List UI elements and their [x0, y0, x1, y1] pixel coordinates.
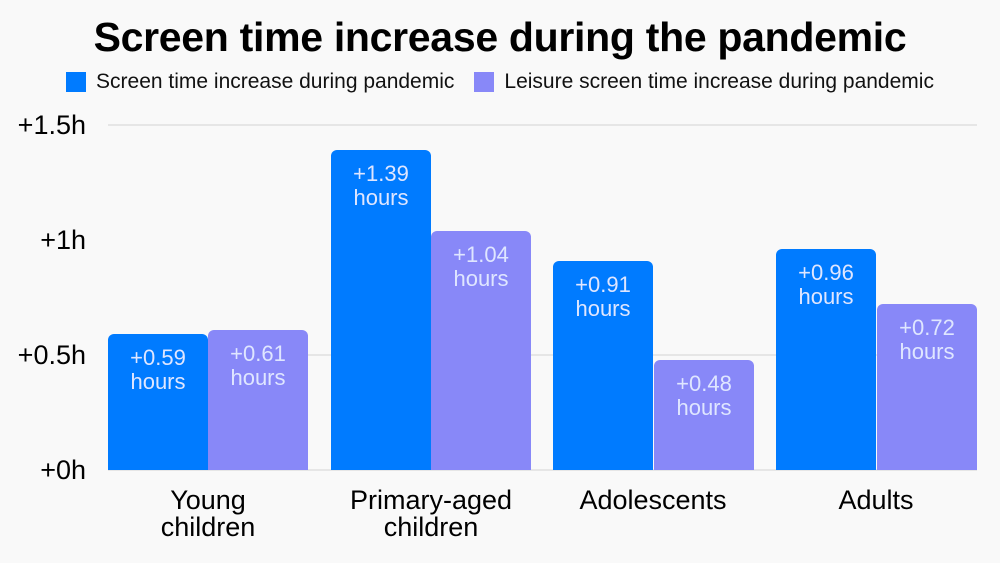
- bar-value: +0.96: [798, 260, 854, 285]
- bar-young-children-screen-time: +0.59 hours: [108, 334, 208, 470]
- legend-label: Leisure screen time increase during pand…: [504, 70, 934, 93]
- bar-unit: hours: [676, 395, 732, 420]
- bar-value: +0.61: [230, 341, 286, 366]
- y-tick: +1h: [40, 225, 86, 255]
- legend-swatch-blue: [66, 72, 87, 92]
- bar-primary-aged-leisure: +1.04 hours: [431, 231, 531, 470]
- x-label-adolescents: Adolescents: [543, 487, 763, 514]
- legend-swatch-purple: [474, 72, 495, 92]
- x-label-primary-aged-children: Primary-aged children: [321, 487, 541, 541]
- x-label-line: Primary-aged: [349, 485, 513, 515]
- bar-value: +0.59: [130, 345, 186, 370]
- y-tick: +0.5h: [17, 340, 86, 370]
- x-label-line: Adolescents: [579, 485, 727, 515]
- legend-item-leisure-screen-time: Leisure screen time increase during pand…: [474, 70, 934, 94]
- bar-value: +1.39: [353, 161, 409, 186]
- bar-adults-screen-time: +0.96 hours: [776, 249, 876, 470]
- bar-unit: hours: [130, 369, 186, 394]
- bar-value: +0.72: [899, 315, 955, 340]
- bar-value: +0.48: [676, 371, 732, 396]
- gridline-0.5h: [108, 354, 977, 356]
- y-tick: +1.5h: [17, 110, 86, 140]
- bar-adolescents-leisure: +0.48 hours: [654, 360, 754, 470]
- bar-adolescents-screen-time: +0.91 hours: [553, 261, 653, 470]
- bar-value: +1.04: [453, 242, 509, 267]
- bar-unit: hours: [575, 296, 631, 321]
- bar-unit: hours: [230, 365, 286, 390]
- chart-title: Screen time increase during the pandemic: [93, 14, 907, 60]
- gridline-1.5h: [108, 124, 977, 126]
- bar-unit: hours: [798, 284, 854, 309]
- bar-young-children-leisure: +0.61 hours: [208, 330, 308, 470]
- x-label-adults: Adults: [766, 487, 986, 514]
- legend-item-screen-time: Screen time increase during pandemic: [66, 70, 454, 94]
- baseline: [108, 469, 977, 471]
- bar-adults-leisure: +0.72 hours: [877, 304, 977, 470]
- x-label-line: Adults: [838, 485, 914, 515]
- bar-unit: hours: [453, 266, 509, 291]
- x-label-line: Young: [170, 485, 246, 515]
- y-tick: +0h: [40, 455, 86, 485]
- legend-label: Screen time increase during pandemic: [96, 70, 455, 93]
- bar-value: +0.91: [575, 272, 631, 297]
- x-label-young-children: Young children: [98, 487, 318, 541]
- x-label-line: children: [160, 512, 256, 542]
- bar-unit: hours: [353, 185, 409, 210]
- legend: Screen time increase during pandemic Lei…: [0, 70, 1000, 94]
- x-label-line: children: [383, 512, 479, 542]
- bar-primary-aged-screen-time: +1.39 hours: [331, 150, 431, 470]
- bar-unit: hours: [899, 339, 955, 364]
